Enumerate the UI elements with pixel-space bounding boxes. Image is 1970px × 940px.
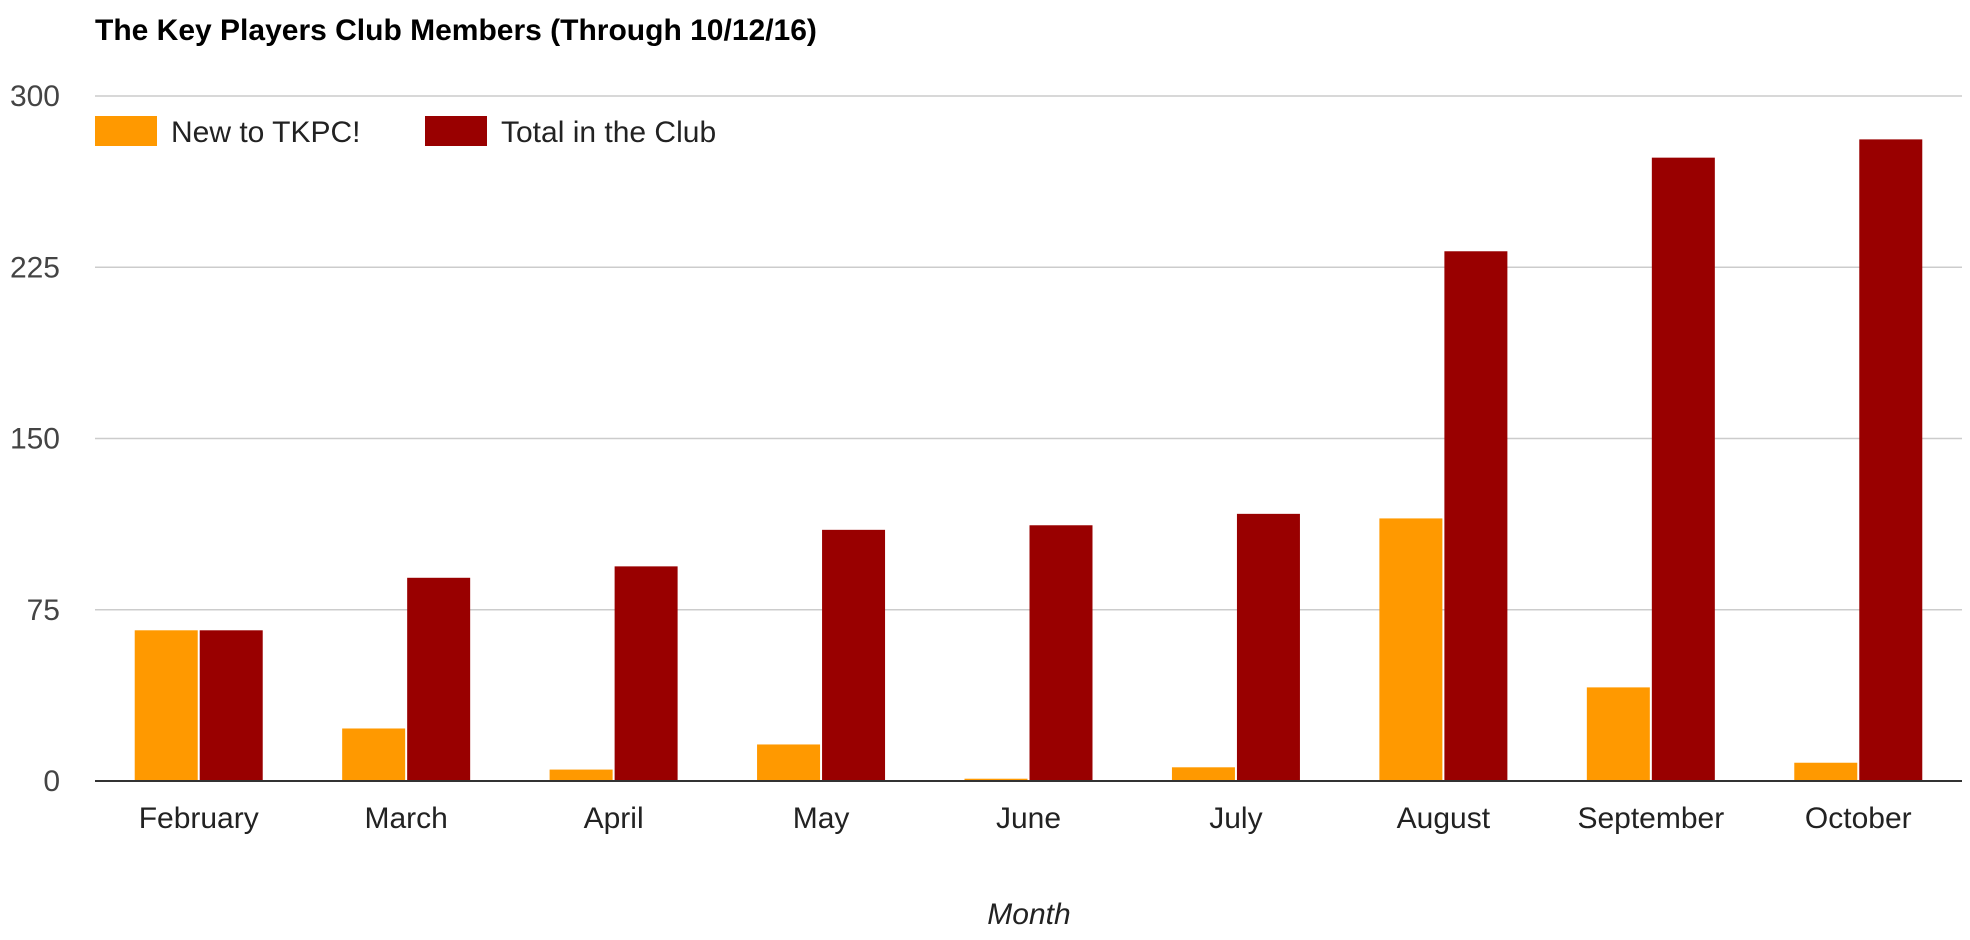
x-tick-label: February <box>139 802 259 835</box>
bar-new-october[interactable] <box>1794 762 1858 781</box>
bar-new-february[interactable] <box>134 630 198 781</box>
bars <box>134 139 1923 782</box>
y-tick-label: 75 <box>27 594 60 627</box>
bar-new-september[interactable] <box>1586 687 1650 781</box>
x-axis-title: Month <box>987 898 1070 931</box>
bar-total-august[interactable] <box>1444 251 1508 781</box>
chart-title: The Key Players Club Members (Through 10… <box>95 14 817 47</box>
legend-label-total[interactable]: Total in the Club <box>501 116 716 149</box>
legend[interactable]: New to TKPC! Total in the Club <box>95 116 716 149</box>
x-tick-label: May <box>793 802 850 835</box>
x-tick-label: March <box>364 802 447 835</box>
y-tick-label: 150 <box>10 423 60 456</box>
axes: 0 75 150 225 300 February March April May June Jul… <box>10 80 1962 835</box>
bar-new-june[interactable] <box>964 778 1028 781</box>
x-tick-label: June <box>996 802 1061 835</box>
x-tick-label: August <box>1397 802 1491 835</box>
x-tick-label: September <box>1577 802 1724 835</box>
bar-new-august[interactable] <box>1379 518 1443 781</box>
bar-total-june[interactable] <box>1029 525 1093 781</box>
x-tick-label: July <box>1209 802 1262 835</box>
x-tick-label: April <box>584 802 644 835</box>
x-tick-label: October <box>1805 802 1912 835</box>
bar-total-march[interactable] <box>407 577 471 781</box>
legend-swatch-new[interactable] <box>95 116 157 146</box>
bar-new-july[interactable] <box>1171 767 1235 781</box>
bar-new-may[interactable] <box>757 744 821 781</box>
y-tick-label: 300 <box>10 80 60 113</box>
bar-total-september[interactable] <box>1651 157 1715 781</box>
bar-total-july[interactable] <box>1236 513 1300 781</box>
legend-swatch-total[interactable] <box>425 116 487 146</box>
bar-new-april[interactable] <box>549 769 613 781</box>
bar-total-april[interactable] <box>614 566 678 781</box>
y-tick-label: 0 <box>43 765 60 798</box>
bar-new-march[interactable] <box>342 728 406 781</box>
bar-total-may[interactable] <box>822 529 886 781</box>
legend-label-new[interactable]: New to TKPC! <box>171 116 361 149</box>
bar-total-october[interactable] <box>1859 139 1923 782</box>
gridlines <box>95 95 1962 611</box>
bar-total-february[interactable] <box>199 630 263 781</box>
y-tick-label: 225 <box>10 251 60 284</box>
